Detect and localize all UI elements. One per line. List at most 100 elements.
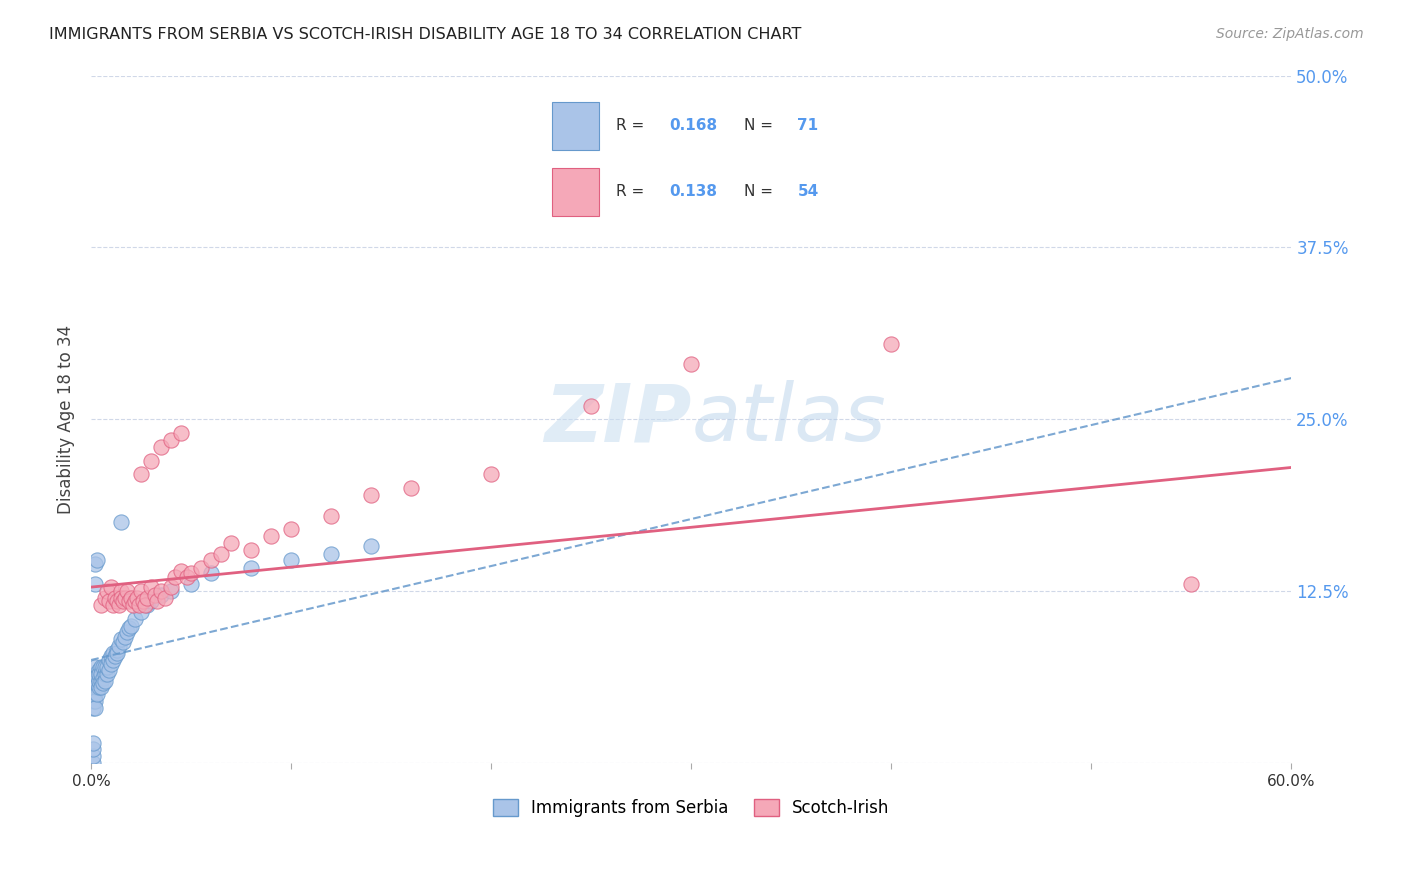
Point: [141, 580, 163, 594]
Point: [176, 570, 198, 584]
Point: [86, 552, 108, 566]
Point: [170, 426, 193, 441]
Point: [280, 522, 302, 536]
Point: [180, 577, 202, 591]
Point: [84, 694, 107, 708]
Point: [96, 584, 118, 599]
Point: [141, 453, 163, 467]
Point: [240, 561, 263, 575]
Point: [100, 580, 122, 594]
Point: [1180, 577, 1202, 591]
Point: [129, 584, 152, 599]
Point: [150, 584, 173, 599]
Point: [84, 701, 107, 715]
Point: [118, 594, 141, 608]
Point: [124, 594, 146, 608]
Point: [100, 648, 122, 663]
Point: [101, 598, 124, 612]
Point: [84, 676, 107, 690]
Point: [96, 660, 118, 674]
Point: [105, 594, 128, 608]
Point: [82, 749, 104, 764]
Point: [94, 673, 117, 688]
Point: [101, 653, 124, 667]
Point: [127, 591, 149, 606]
Point: [82, 735, 104, 749]
Legend: Immigrants from Serbia, Scotch-Irish: Immigrants from Serbia, Scotch-Irish: [486, 792, 896, 823]
Point: [280, 552, 302, 566]
Point: [82, 694, 104, 708]
Point: [104, 648, 127, 663]
Point: [82, 701, 104, 715]
Point: [105, 643, 128, 657]
Point: [200, 552, 222, 566]
Point: [132, 594, 155, 608]
Point: [90, 598, 112, 612]
Point: [105, 646, 128, 660]
Point: [108, 639, 131, 653]
Point: [96, 666, 118, 681]
Point: [110, 516, 132, 530]
Point: [479, 467, 502, 482]
Point: [90, 666, 112, 681]
Point: [114, 630, 136, 644]
Text: atlas: atlas: [692, 380, 886, 458]
Point: [86, 681, 108, 695]
Point: [89, 666, 111, 681]
Point: [82, 673, 104, 688]
Point: [82, 742, 104, 756]
Point: [110, 632, 132, 647]
Point: [82, 687, 104, 701]
Point: [94, 591, 117, 606]
Point: [128, 598, 150, 612]
Point: [94, 660, 117, 674]
Point: [91, 676, 114, 690]
Point: [115, 625, 138, 640]
Point: [86, 676, 108, 690]
Point: [150, 440, 173, 454]
Y-axis label: Disability Age 18 to 34: Disability Age 18 to 34: [58, 325, 75, 514]
Point: [98, 653, 121, 667]
Point: [115, 584, 138, 599]
Point: [321, 508, 343, 523]
Point: [880, 336, 903, 351]
Point: [108, 598, 131, 612]
Point: [153, 591, 176, 606]
Point: [98, 663, 121, 677]
Point: [90, 681, 112, 695]
Point: [91, 660, 114, 674]
Point: [110, 591, 132, 606]
Point: [160, 433, 183, 447]
Point: [200, 566, 222, 581]
Point: [86, 673, 108, 688]
Point: [141, 594, 163, 608]
Point: [360, 488, 382, 502]
Point: [122, 598, 145, 612]
Point: [84, 671, 107, 685]
Point: [118, 621, 141, 635]
Point: [84, 681, 107, 695]
Point: [180, 566, 202, 581]
Point: [84, 666, 107, 681]
Point: [190, 561, 212, 575]
Point: [120, 618, 142, 632]
Text: IMMIGRANTS FROM SERBIA VS SCOTCH-IRISH DISABILITY AGE 18 TO 34 CORRELATION CHART: IMMIGRANTS FROM SERBIA VS SCOTCH-IRISH D…: [49, 27, 801, 42]
Point: [101, 646, 124, 660]
Point: [112, 594, 135, 608]
Point: [160, 580, 183, 594]
Point: [90, 673, 112, 688]
Point: [150, 588, 173, 602]
Point: [112, 635, 135, 649]
Point: [114, 591, 136, 606]
Point: [360, 539, 382, 553]
Text: ZIP: ZIP: [544, 380, 692, 458]
Point: [170, 564, 193, 578]
Point: [84, 577, 107, 591]
Point: [129, 605, 152, 619]
Point: [89, 673, 111, 688]
Point: [120, 591, 142, 606]
Point: [136, 591, 159, 606]
Point: [146, 594, 169, 608]
Point: [240, 543, 263, 558]
Point: [84, 557, 107, 571]
